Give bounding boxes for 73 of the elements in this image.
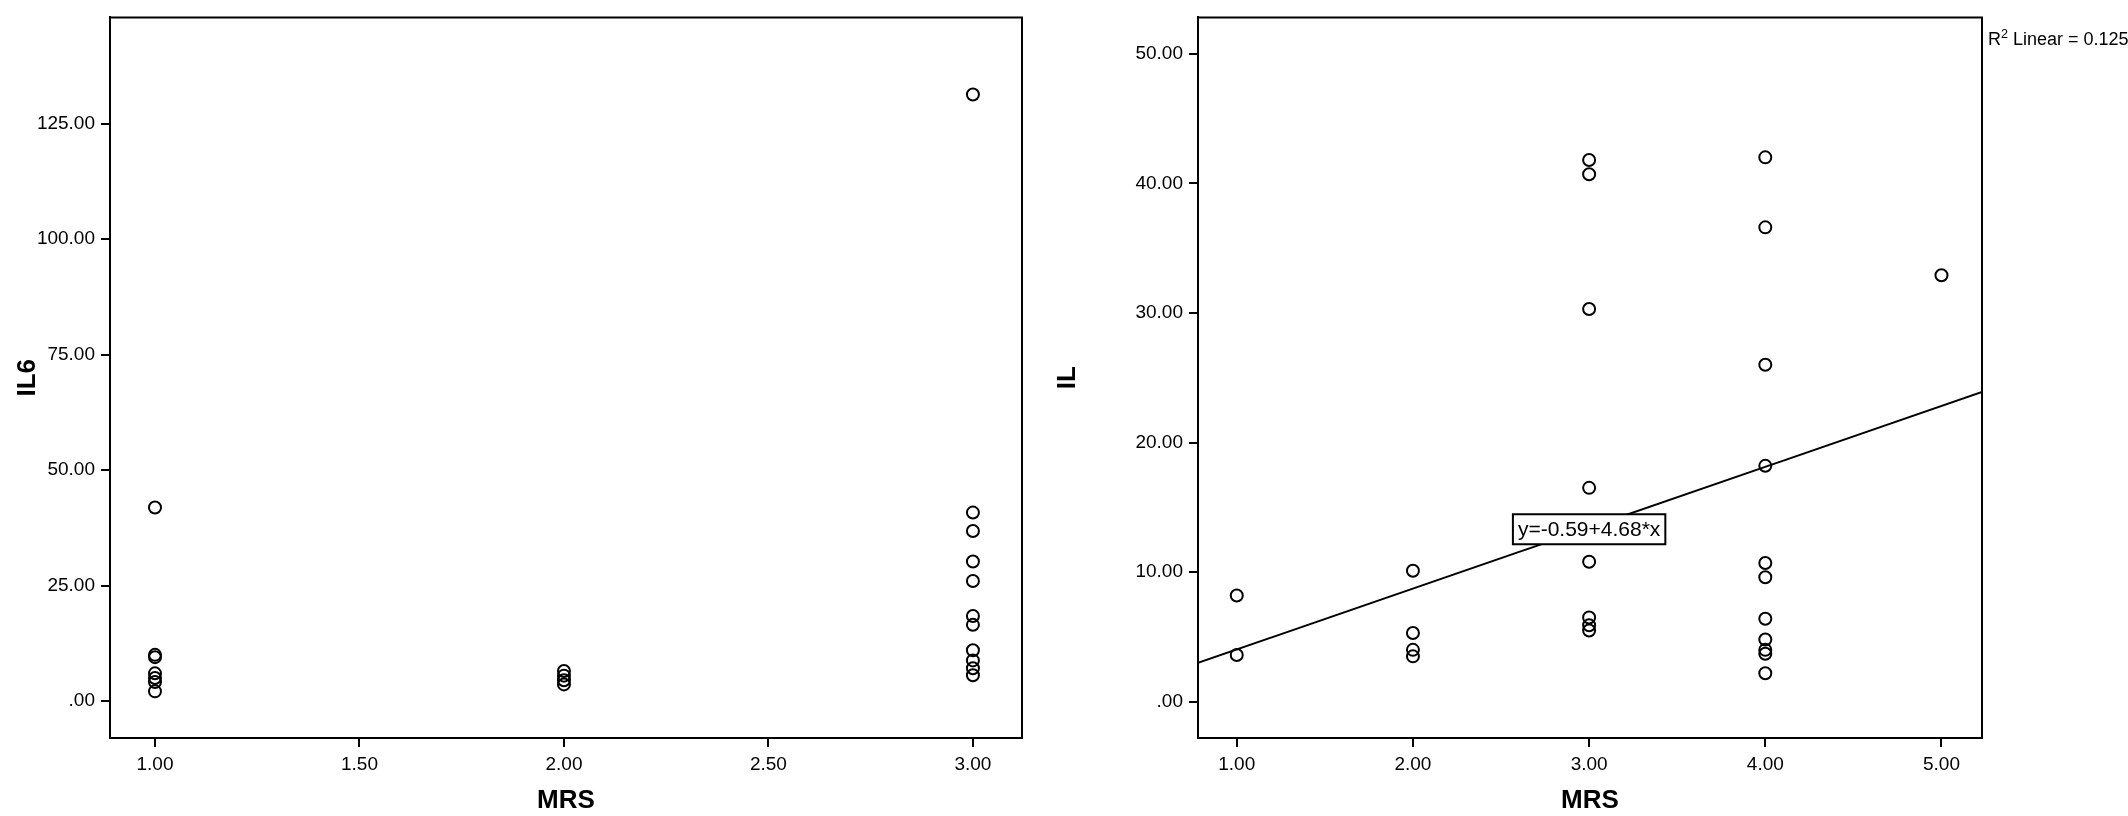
point <box>1758 642 1773 657</box>
y-tick-label: 10.00 <box>1135 560 1183 582</box>
point <box>1229 648 1244 663</box>
point <box>1758 570 1773 585</box>
x-axis-title: MRS <box>537 783 595 814</box>
point <box>1582 480 1597 495</box>
y-tick-label: 50.00 <box>1135 41 1183 63</box>
point <box>147 675 162 690</box>
point <box>965 617 980 632</box>
point <box>147 684 162 699</box>
point <box>1582 302 1597 317</box>
point <box>965 524 980 539</box>
y-tick-label: 50.00 <box>47 458 95 480</box>
point <box>147 500 162 515</box>
point <box>1934 268 1949 283</box>
y-tick-label: .00 <box>68 689 95 711</box>
point <box>965 554 980 569</box>
point <box>1758 646 1773 661</box>
point <box>147 666 162 681</box>
point <box>1582 610 1597 625</box>
point <box>1758 556 1773 571</box>
point <box>556 664 571 679</box>
point <box>965 668 980 683</box>
point <box>1758 666 1773 681</box>
point <box>556 668 571 683</box>
point <box>556 673 571 688</box>
point <box>965 643 980 658</box>
point <box>965 653 980 668</box>
point <box>1405 649 1420 664</box>
point <box>1229 588 1244 603</box>
point <box>1405 642 1420 657</box>
point <box>1758 150 1773 165</box>
point <box>1758 220 1773 235</box>
x-tick-label: 4.00 <box>1746 752 1784 774</box>
point <box>965 87 980 102</box>
x-tick-label: 5.00 <box>1922 752 1960 774</box>
point <box>1582 152 1597 167</box>
point <box>1758 632 1773 647</box>
x-tick-label: 3.00 <box>954 752 992 774</box>
y-tick-label: 20.00 <box>1135 430 1183 452</box>
y-tick-label: 30.00 <box>1135 301 1183 323</box>
y-tick-label: .00 <box>1156 689 1183 711</box>
point <box>556 677 571 692</box>
y-tick-label: 25.00 <box>47 573 95 595</box>
point <box>147 670 162 685</box>
point <box>1758 458 1773 473</box>
x-tick-label: 1.50 <box>340 752 378 774</box>
point <box>1582 554 1597 569</box>
x-tick-label: 1.00 <box>136 752 174 774</box>
point <box>1758 611 1773 626</box>
y-tick-label: 125.00 <box>36 111 95 133</box>
y-axis-title: IL6 <box>10 358 41 397</box>
point <box>965 609 980 624</box>
point <box>965 573 980 588</box>
x-tick-label: 2.50 <box>749 752 787 774</box>
x-axis-title: MRS <box>1561 783 1619 814</box>
y-tick-label: 75.00 <box>47 342 95 364</box>
point <box>1582 167 1597 182</box>
x-tick-label: 3.00 <box>1570 752 1608 774</box>
point <box>1582 618 1597 633</box>
y-tick-label: 40.00 <box>1135 171 1183 193</box>
point <box>1758 357 1773 372</box>
point <box>1405 626 1420 641</box>
annotation: y=-0.59+4.68*x <box>1517 517 1661 541</box>
point <box>1582 623 1597 638</box>
x-tick-label: 2.00 <box>545 752 583 774</box>
point <box>965 661 980 676</box>
y-axis-title: IL <box>1050 366 1081 390</box>
point <box>1405 563 1420 578</box>
x-tick-label: 2.00 <box>1394 752 1432 774</box>
x-tick-label: 1.00 <box>1218 752 1256 774</box>
point <box>965 505 980 520</box>
y-tick-label: 100.00 <box>36 227 95 249</box>
